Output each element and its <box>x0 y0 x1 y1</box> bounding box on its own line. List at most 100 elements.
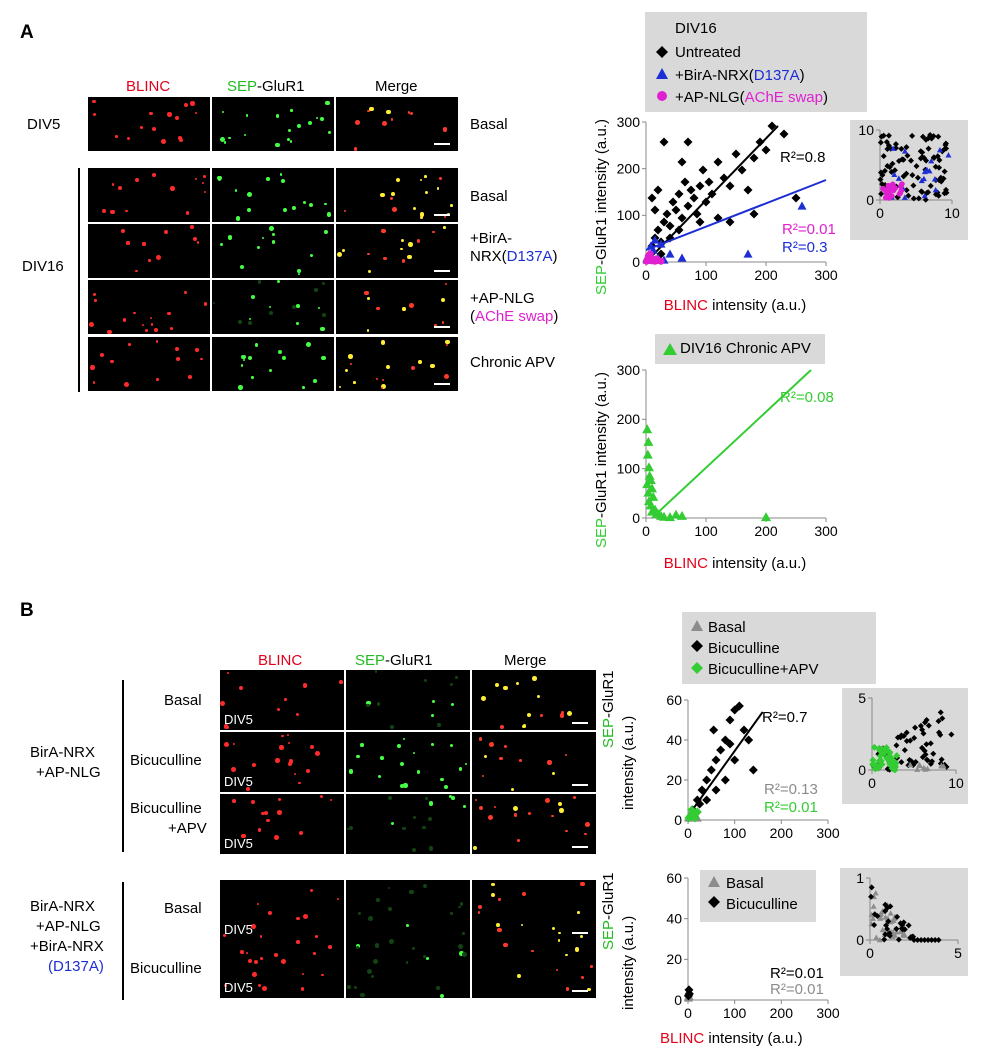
micrograph-tile: DIV5 <box>220 938 344 998</box>
legend-b2-bic: Bicuculline <box>726 896 798 913</box>
scale-bar <box>434 214 450 216</box>
legend-b1-basal: Basal <box>708 619 746 636</box>
data-point <box>892 185 898 191</box>
legend-b1-bicapv: Bicuculline+APV <box>708 661 818 678</box>
micrograph-tile <box>336 97 458 151</box>
x-tick-label: 100 <box>723 1005 747 1021</box>
micrograph-tile <box>212 168 334 222</box>
data-point <box>663 210 672 219</box>
b-top-ylabel-2: intensity (a.u.) <box>620 716 637 810</box>
y-axis-label: SEP-GluR1 intensity (a.u.) <box>593 119 610 295</box>
micrograph-tile: DIV5 <box>220 880 344 940</box>
y-tick-label: 60 <box>666 870 682 886</box>
data-point <box>886 185 892 191</box>
col-header-merge-a: Merge <box>375 78 418 95</box>
inset-chart-a: 0 10010 <box>850 120 968 240</box>
scale-bar <box>572 932 588 934</box>
micrograph-tile <box>346 794 470 854</box>
scale-bar <box>572 784 588 786</box>
r2-label: R²=0.08 <box>780 389 834 406</box>
data-point <box>928 740 934 746</box>
data-point <box>923 741 929 747</box>
x-tick-label: 100 <box>694 267 718 283</box>
y-tick-label: 100 <box>617 461 641 477</box>
micrograph-tile <box>472 670 596 730</box>
b-bottom-ylabel-2: intensity (a.u.) <box>620 916 637 1010</box>
x-tick-label: 0 <box>642 267 650 283</box>
x-tick-label: 100 <box>723 825 747 841</box>
data-point <box>678 158 687 167</box>
b-row-bic: Bicuculline <box>130 752 202 769</box>
y-tick-label: 300 <box>617 362 641 378</box>
b-row-basal: Basal <box>164 692 202 709</box>
data-point <box>911 196 917 202</box>
data-point <box>762 146 771 155</box>
data-point <box>914 163 920 169</box>
div16-bracket <box>78 168 80 392</box>
data-point <box>898 759 904 765</box>
data-point <box>714 158 723 167</box>
y-tick-label: 300 <box>617 114 641 130</box>
inset-chart-b-top: 0 1005 <box>842 688 968 804</box>
data-point <box>702 776 711 785</box>
group-label-div16: DIV16 <box>22 258 64 275</box>
data-point <box>936 937 942 943</box>
data-point <box>657 258 664 265</box>
data-point <box>705 178 714 187</box>
data-point <box>893 141 899 147</box>
x-tick-label: 300 <box>816 825 840 841</box>
legend-b1-bic: Bicuculline <box>708 640 780 657</box>
data-point <box>732 150 741 159</box>
data-point <box>681 178 690 187</box>
data-point <box>712 786 721 795</box>
data-point <box>690 194 699 203</box>
micrograph-tile <box>212 337 334 391</box>
y-tick-label: 100 <box>617 207 641 223</box>
data-point <box>699 166 708 175</box>
data-point <box>702 796 711 805</box>
col-header-merge-b: Merge <box>504 652 547 669</box>
col-header-sep-a: SEP-GluR1 <box>227 78 305 95</box>
micrograph-tile <box>336 280 458 334</box>
legend-b1-markers <box>686 616 708 684</box>
data-point <box>660 138 669 147</box>
data-point <box>930 751 936 757</box>
legend-a-birA: +BirA-NRX(D137A) <box>675 67 805 84</box>
data-point <box>726 716 735 725</box>
panel-b-letter: B <box>20 600 34 622</box>
legend-b2-markers <box>703 872 725 920</box>
fit-line <box>652 126 778 256</box>
micrograph-tile <box>88 280 210 334</box>
scale-bar <box>434 143 450 145</box>
data-point <box>712 756 721 765</box>
y-tick-label: 20 <box>666 951 682 967</box>
x-axis-label: BLINC intensity (a.u.) <box>664 297 807 314</box>
row-label-birA-line1: +BirA- <box>470 230 512 247</box>
data-point <box>642 424 652 433</box>
data-point <box>696 182 705 191</box>
micrograph-tile <box>346 732 470 792</box>
y-tick-label: 0 <box>866 192 874 208</box>
data-point <box>888 910 894 915</box>
legend-a2-label: DIV16 Chronic APV <box>680 340 811 357</box>
data-point <box>909 172 915 178</box>
data-point <box>898 183 904 189</box>
data-point <box>939 757 945 763</box>
x-tick-label: 300 <box>814 267 838 283</box>
x-tick-label: 300 <box>814 523 838 539</box>
data-point <box>898 190 904 196</box>
b-group2-line1: BirA-NRX <box>30 898 95 915</box>
div-tag: DIV5 <box>224 980 253 995</box>
data-point <box>910 183 916 189</box>
y-tick-label: 0 <box>674 992 682 1008</box>
y-tick-label: 0 <box>632 510 640 526</box>
x-axis-label: BLINC intensity (a.u.) <box>664 555 807 572</box>
y-tick-label: 5 <box>858 690 866 706</box>
data-point <box>648 194 657 203</box>
r2-label: R²=0.01 <box>764 799 818 816</box>
legend-diamond-black <box>656 46 668 58</box>
y-tick-label: 200 <box>617 411 641 427</box>
micrograph-tile <box>472 938 596 998</box>
data-point <box>903 144 909 150</box>
y-tick-label: 10 <box>858 122 874 138</box>
